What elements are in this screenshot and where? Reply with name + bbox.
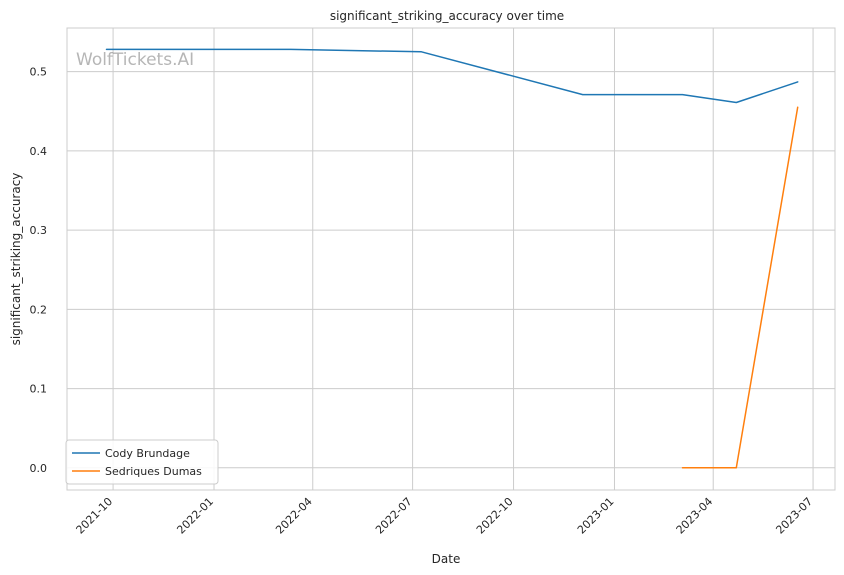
series-line-0	[105, 48, 799, 104]
gridlines	[67, 28, 835, 490]
y-tick-label: 0.1	[30, 383, 48, 396]
y-tick-label: 0.0	[30, 462, 48, 475]
y-axis-label: significant_striking_accuracy	[9, 173, 23, 346]
x-axis-label: Date	[432, 552, 461, 566]
legend-label: Sedriques Dumas	[105, 465, 202, 478]
legend: Cody Brundage Sedriques Dumas	[65, 439, 219, 485]
y-tick-label: 0.2	[30, 303, 48, 316]
y-tick-labels: 0.0 0.1 0.2 0.3 0.4 0.5	[30, 66, 48, 475]
legend-frame	[65, 439, 219, 485]
y-tick-label: 0.3	[30, 224, 48, 237]
chart-title: significant_striking_accuracy over time	[330, 9, 564, 23]
plot-area-frame	[66, 27, 836, 491]
legend-label: Cody Brundage	[105, 447, 190, 460]
series-lines	[105, 48, 799, 469]
series-line-1	[681, 106, 799, 469]
y-tick-label: 0.5	[30, 66, 48, 79]
y-tick-label: 0.4	[30, 145, 48, 158]
watermark: WolfTickets.AI	[76, 50, 194, 70]
